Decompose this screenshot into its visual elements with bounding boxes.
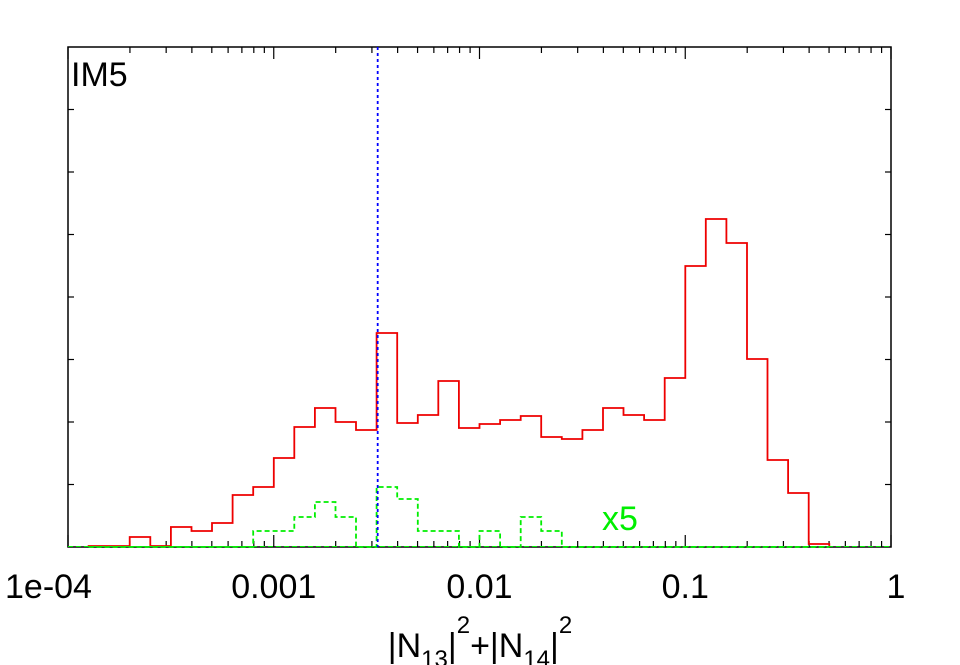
x-tick-label-4: 1 <box>887 568 906 606</box>
x-tick-label-0: 1e-04 <box>5 568 92 606</box>
panel-label: IM5 <box>71 56 128 94</box>
x-axis-label-part-0: |N <box>388 627 421 665</box>
x-axis-label-part-3: 2 <box>457 612 470 639</box>
red-histogram-series <box>87 218 831 547</box>
x-axis-label-part-4: +|N <box>470 627 523 665</box>
x-tick-label-2: 0.01 <box>446 568 512 606</box>
x-axis-label-part-1: 13 <box>421 646 448 665</box>
series-layer <box>68 218 891 548</box>
x-axis-label-part-5: 14 <box>523 646 550 665</box>
plot-frame <box>67 46 892 548</box>
x-axis-label-part-2: | <box>448 627 457 665</box>
x-tick-label-3: 0.1 <box>662 568 709 606</box>
x-tick-labels: 1e-04 0.001 0.01 0.1 1 <box>5 568 905 606</box>
y-ticks <box>68 108 891 486</box>
x-tick-label-1: 0.001 <box>231 568 316 606</box>
green-series-scale-label: x5 <box>602 500 638 538</box>
x-axis-label: |N13|2+|N14|2 <box>388 612 572 665</box>
x-ticks <box>67 47 892 547</box>
x-axis-label-part-6: | <box>550 627 559 665</box>
x-axis-label-part-7: 2 <box>559 612 572 639</box>
green-histogram-series <box>88 486 830 548</box>
